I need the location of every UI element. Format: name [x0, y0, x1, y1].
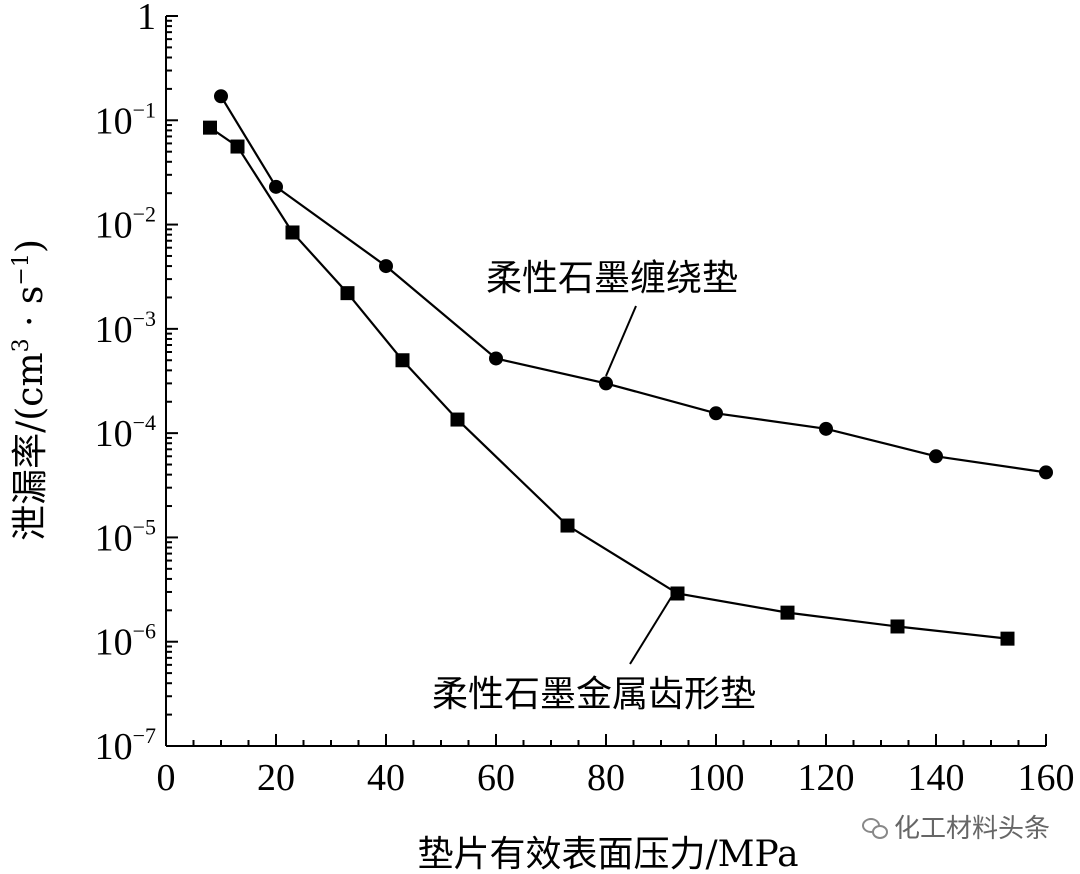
data-point-circle — [489, 351, 503, 366]
y-tick-label: 10−3 — [95, 306, 156, 351]
data-point-square — [450, 412, 465, 427]
data-point-square — [780, 605, 795, 620]
x-tick-label: 160 — [1018, 757, 1075, 799]
y-axis-title-mid: · s — [10, 286, 51, 339]
y-axis-title-exp1: 3 — [9, 338, 34, 352]
y-axis-title-exp2: −1 — [9, 253, 34, 285]
data-point-square — [890, 619, 905, 634]
y-axis-title: 泄漏率/(cm3 · s−1) — [9, 239, 51, 541]
series-label-leader-1 — [605, 305, 637, 377]
svg-text:泄漏率/(cm3 · s−1): 泄漏率/(cm3 · s−1) — [9, 239, 51, 541]
data-point-circle — [819, 421, 833, 436]
data-point-circle — [214, 89, 228, 104]
data-point-square — [340, 286, 355, 301]
y-tick-label: 10−7 — [95, 723, 156, 768]
ticks — [165, 15, 1047, 747]
y-tick-label: 10−5 — [95, 514, 156, 559]
tick-labels: 0 20 40 60 80 100 120 140 160 1 10−1 10−2 10−3 10−4 10… — [95, 0, 1075, 799]
data-point-circle — [599, 376, 613, 391]
data-point-square — [1000, 631, 1015, 646]
watermark: 化工材料头条 — [862, 808, 1050, 845]
data-point-square — [560, 518, 575, 533]
x-tick-label: 60 — [477, 757, 515, 799]
y-axis-title-main: 泄漏率/(cm — [10, 352, 51, 540]
x-tick-label: 40 — [367, 757, 405, 799]
data-point-circle — [709, 406, 723, 421]
data-point-square — [203, 120, 217, 135]
data-point-square — [670, 586, 685, 601]
data-point-square — [230, 139, 245, 154]
x-tick-label: 20 — [257, 757, 295, 799]
data-point-circle — [1039, 465, 1053, 480]
y-tick-label: 10−2 — [95, 202, 156, 247]
y-axis-title-end: ) — [10, 239, 51, 253]
y-tick-label: 10−1 — [95, 97, 156, 142]
x-tick-label: 100 — [688, 757, 745, 799]
series-label-wrapped: 柔性石墨缠绕垫 — [486, 258, 738, 299]
series-lines — [209, 95, 1047, 640]
x-axis-title: 垫片有效表面压力/MPa — [417, 834, 798, 874]
watermark-text: 化工材料头条 — [894, 814, 1051, 844]
series-label-leader-2 — [629, 595, 673, 665]
data-point-circle — [269, 179, 283, 194]
x-tick-label: 140 — [908, 757, 965, 799]
series-label-toothed: 柔性石墨金属齿形垫 — [432, 674, 756, 715]
data-point-square — [395, 353, 410, 368]
y-tick-label: 10−6 — [95, 619, 156, 664]
x-tick-label: 120 — [798, 757, 855, 799]
y-tick-label: 10−4 — [95, 410, 156, 455]
data-point-circle — [929, 449, 943, 464]
x-tick-label: 80 — [587, 757, 625, 799]
series-markers — [203, 89, 1053, 646]
y-tick-label: 1 — [137, 0, 156, 38]
x-tick-label: 0 — [157, 757, 176, 799]
wechat-icon — [862, 817, 888, 839]
data-point-square — [285, 225, 300, 240]
data-point-circle — [379, 259, 393, 274]
